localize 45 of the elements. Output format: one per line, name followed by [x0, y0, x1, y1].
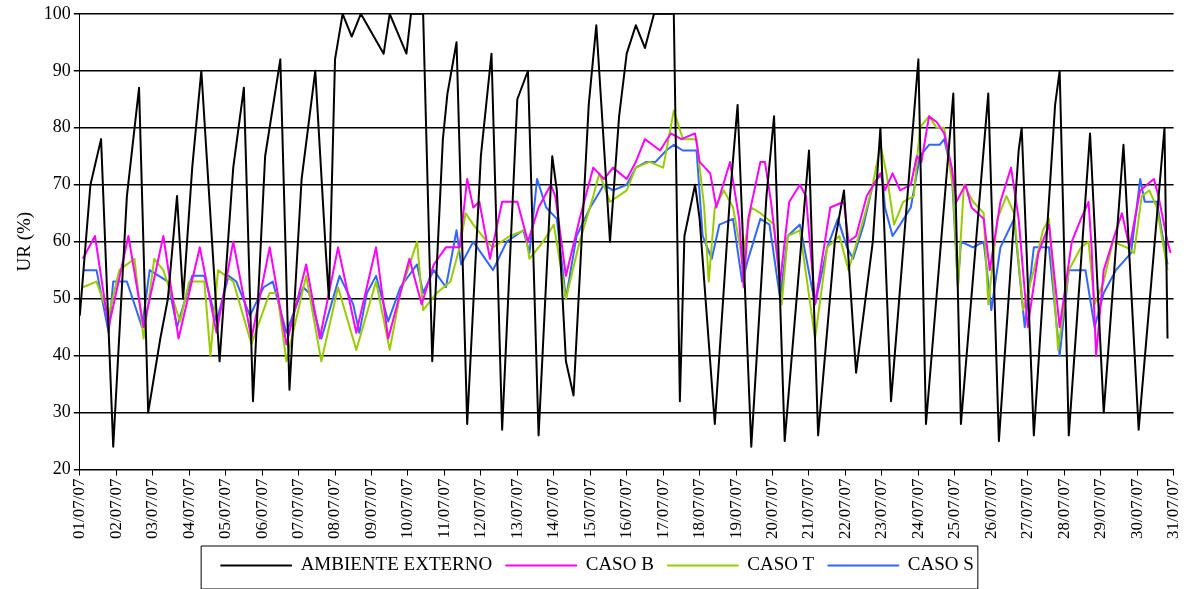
x-tick-label: 08/07/07: [324, 478, 344, 540]
x-tick-label: 24/07/07: [907, 478, 927, 540]
x-tick-label: 02/07/07: [105, 478, 125, 540]
x-tick-label: 23/07/07: [871, 478, 891, 540]
legend-label: AMBIENTE EXTERNO: [300, 553, 493, 575]
y-tick-label: 40: [52, 344, 71, 365]
x-tick-label: 09/07/07: [360, 478, 380, 540]
x-tick-label: 05/07/07: [215, 478, 235, 540]
x-tick-label: 04/07/07: [178, 478, 198, 540]
y-tick-label: 60: [52, 230, 71, 251]
x-tick-label: 14/07/07: [543, 478, 563, 540]
x-tick-label: 20/07/07: [762, 478, 782, 540]
x-tick-label: 22/07/07: [834, 478, 854, 540]
x-tick-label: 06/07/07: [251, 478, 271, 540]
x-tick-label: 18/07/07: [689, 478, 709, 540]
legend-label: CASO S: [907, 553, 974, 575]
x-tick-label: 17/07/07: [652, 478, 672, 540]
x-tick-label: 27/07/07: [1017, 478, 1037, 540]
legend-label: CASO T: [747, 553, 815, 575]
x-tick-label: 15/07/07: [579, 478, 599, 540]
x-tick-label: 19/07/07: [725, 478, 745, 540]
y-tick-label: 50: [52, 287, 71, 308]
y-tick-label: 30: [52, 401, 71, 422]
x-tick-label: 03/07/07: [142, 478, 162, 540]
x-tick-label: 12/07/07: [470, 478, 490, 540]
x-tick-label: 13/07/07: [506, 478, 526, 540]
x-tick-label: 11/07/07: [433, 478, 453, 539]
x-tick-label: 31/07/07: [1163, 478, 1183, 540]
x-tick-label: 26/07/07: [980, 478, 1000, 540]
x-tick-label: 01/07/07: [69, 478, 89, 540]
x-tick-label: 10/07/07: [397, 478, 417, 540]
x-tick-label: 29/07/07: [1090, 478, 1110, 540]
y-tick-label: 20: [52, 458, 71, 479]
x-tick-label: 07/07/07: [288, 478, 308, 540]
y-tick-label: 80: [52, 116, 71, 137]
x-tick-label: 30/07/07: [1126, 478, 1146, 540]
y-tick-label: 70: [52, 173, 71, 194]
y-axis-title: UR (%): [13, 211, 36, 272]
y-tick-label: 90: [52, 59, 71, 80]
x-tick-label: 16/07/07: [616, 478, 636, 540]
x-tick-label: 25/07/07: [944, 478, 964, 540]
x-tick-label: 21/07/07: [798, 478, 818, 540]
y-tick-label: 100: [43, 2, 71, 23]
x-tick-label: 28/07/07: [1053, 478, 1073, 540]
legend-label: CASO B: [585, 553, 654, 575]
